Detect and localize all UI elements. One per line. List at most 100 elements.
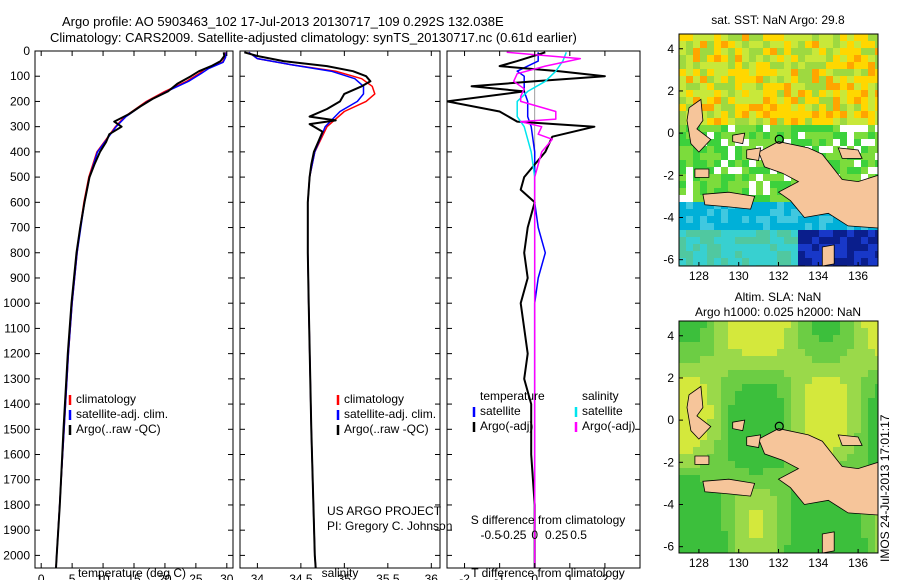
map-cell (735, 349, 743, 357)
map-cell (728, 440, 736, 448)
map-cell (833, 146, 841, 154)
map-cell (742, 160, 750, 168)
map-cell (679, 153, 687, 161)
map-cell (854, 370, 862, 378)
map-cell (826, 69, 834, 77)
map-cell (707, 188, 715, 196)
y-tick-label: 0 (667, 126, 674, 140)
map-cell (770, 83, 778, 91)
map-cell (875, 125, 878, 133)
legend-label: satellite-adj. clim. (76, 407, 168, 421)
map-cell (686, 83, 694, 91)
map-cell (833, 510, 841, 518)
map-cell (707, 237, 715, 245)
map-cell (756, 538, 764, 546)
map-cell (763, 384, 771, 392)
map-cell (707, 356, 715, 364)
map-cell (714, 384, 722, 392)
map-cell (700, 188, 708, 196)
map-cell (735, 433, 743, 441)
map-cell (854, 461, 862, 469)
map-cell (784, 48, 792, 56)
map-cell (707, 496, 715, 504)
map-cell (840, 384, 848, 392)
map-cell (833, 545, 841, 553)
map-cell (847, 251, 855, 259)
temperature-x-axis: 0 5 10 15 20 25 30 (38, 51, 234, 580)
map-cell (805, 132, 813, 140)
map-cell (833, 41, 841, 49)
map-cell (777, 517, 785, 525)
map-cell (840, 55, 848, 63)
map-cell (763, 174, 771, 182)
map-cell (784, 503, 792, 511)
map-cell (756, 468, 764, 476)
map-cell (679, 195, 687, 203)
map-cell (693, 517, 701, 525)
map-cell (728, 433, 736, 441)
map-cell (686, 482, 694, 490)
map-cell (728, 531, 736, 539)
map-cell (826, 419, 834, 427)
map-cell (742, 237, 750, 245)
map-cell (714, 55, 722, 63)
map-cell (749, 489, 757, 497)
land-mass (821, 244, 835, 266)
map-cell (707, 321, 715, 329)
map-cell (756, 405, 764, 413)
map-cell (742, 349, 750, 357)
map-cell (721, 48, 729, 56)
map-cell (875, 454, 878, 462)
map-cell (868, 230, 876, 238)
map-cell (826, 356, 834, 364)
project-annotation: US ARGO PROJECT (327, 504, 442, 518)
map-cell (770, 454, 778, 462)
map-cell (721, 468, 729, 476)
map-cell (805, 538, 813, 546)
map-cell (854, 517, 862, 525)
map-cell (840, 321, 848, 329)
y-tick-label: 200 (10, 94, 30, 108)
map-cell (840, 251, 848, 259)
map-cell (798, 426, 806, 434)
map-cell (693, 447, 701, 455)
map-cell (721, 538, 729, 546)
map-cell (770, 496, 778, 504)
map-cell (791, 496, 799, 504)
map-cell (770, 97, 778, 105)
map-cell (714, 517, 722, 525)
map-cell (763, 223, 771, 231)
map-cell (721, 181, 729, 189)
map-cell (819, 237, 827, 245)
legend-group-title: salinity (582, 389, 619, 403)
map-cell (693, 55, 701, 63)
map-cell (868, 34, 876, 42)
map-cell (854, 454, 862, 462)
map-cell (763, 405, 771, 413)
map-cell (763, 167, 771, 175)
map-cell (840, 76, 848, 84)
map-cell (847, 167, 855, 175)
map-cell (735, 174, 743, 182)
map-cell (700, 237, 708, 245)
map-cell (735, 167, 743, 175)
land-mass (694, 455, 710, 465)
map-cell (721, 153, 729, 161)
map-cell (714, 244, 722, 252)
map-cell (714, 132, 722, 140)
map-cell (700, 545, 708, 553)
map-cell (686, 342, 694, 350)
map-cell (798, 398, 806, 406)
map-cell (742, 181, 750, 189)
map-cell (798, 510, 806, 518)
map-cell (875, 153, 878, 161)
map-cell (777, 195, 785, 203)
map-cell (784, 244, 792, 252)
map-cell (721, 384, 729, 392)
map-cell (693, 83, 701, 91)
map-cell (847, 524, 855, 532)
map-cell (735, 90, 743, 98)
map-cell (728, 475, 736, 483)
map-cell (707, 510, 715, 518)
map-cell (833, 517, 841, 525)
